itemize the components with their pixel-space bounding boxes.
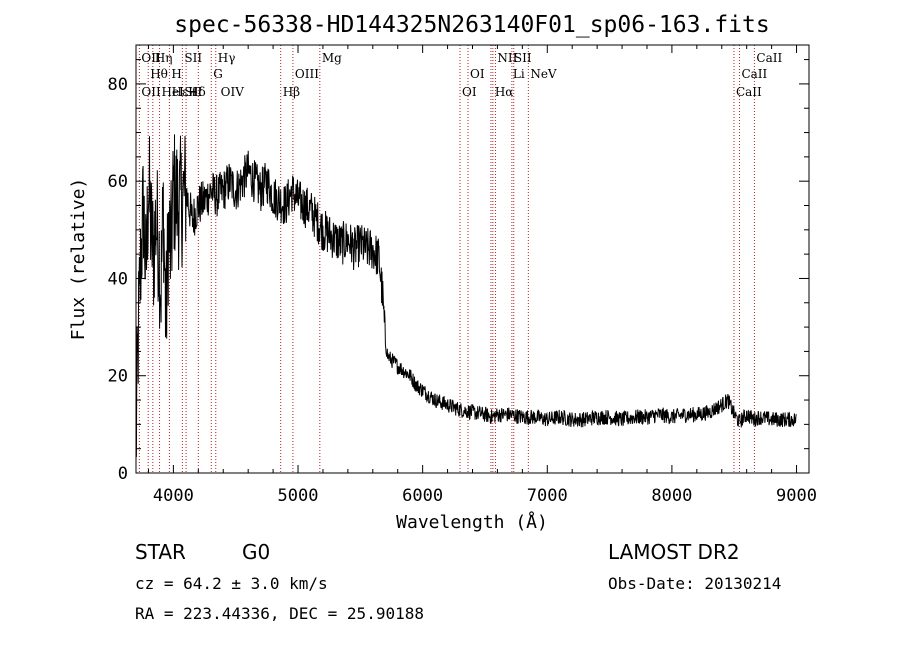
- y-tick-label: 80: [108, 75, 128, 95]
- emission-line-label: NII: [497, 51, 517, 65]
- emission-line-label: OI: [470, 67, 485, 81]
- emission-line-label: Hγ: [218, 51, 236, 65]
- emission-line-label: OII: [141, 51, 161, 65]
- y-axis-title: Flux (relative): [68, 178, 89, 341]
- emission-line-label: OII: [141, 85, 161, 99]
- x-axis-ticks: 4000 5000 6000 7000 8000 9000: [147, 45, 817, 506]
- emission-line-label: OIII: [295, 67, 319, 81]
- x-tick-label: 6000: [402, 486, 443, 506]
- emission-line-label: Hθ: [150, 67, 168, 81]
- emission-line-label: Hε+: [172, 85, 199, 99]
- redshift-text: cz = 64.2 ± 3.0 km/s: [135, 574, 328, 593]
- object-class: STAR: [135, 540, 186, 564]
- x-axis-title: Wavelength (Å): [396, 511, 548, 533]
- flux-line: [135, 134, 797, 458]
- emission-line-label: Hδ: [188, 85, 206, 99]
- emission-line-label: H: [171, 67, 181, 81]
- emission-line-label: OI: [462, 85, 477, 99]
- emission-line-label: SII: [184, 51, 202, 65]
- emission-line-label: HeI: [162, 85, 185, 99]
- emission-line-label: SII: [184, 85, 202, 99]
- x-tick-label: 5000: [278, 486, 319, 506]
- emission-line-label: NeV: [530, 67, 557, 81]
- survey-name: LAMOST DR2: [608, 540, 740, 564]
- x-tick-label: 4000: [153, 486, 194, 506]
- observation-date: Obs-Date: 20130214: [608, 574, 781, 593]
- x-tick-label: 7000: [527, 486, 568, 506]
- object-subclass: G0: [242, 540, 270, 564]
- y-tick-label: 40: [108, 269, 128, 289]
- x-tick-label: 8000: [651, 486, 692, 506]
- y-tick-label: 60: [108, 172, 128, 192]
- emission-line-label: Li: [513, 67, 525, 81]
- x-tick-label: 9000: [776, 486, 817, 506]
- emission-line-label: CaII: [741, 67, 767, 81]
- emission-line-label: OIV: [221, 85, 245, 99]
- chart-title: spec-56338-HD144325N263140F01_sp06-163.f…: [174, 12, 769, 38]
- flux-series: [135, 134, 797, 458]
- emission-line-label: Hη: [155, 51, 173, 65]
- emission-line-label: SII: [514, 51, 532, 65]
- y-tick-label: 0: [118, 464, 128, 484]
- emission-line-label: CaII: [756, 51, 782, 65]
- emission-line-label: Hβ: [283, 85, 300, 99]
- emission-line-label: Hα: [495, 85, 514, 99]
- coordinates-text: RA = 223.44336, DEC = 25.90188: [135, 604, 424, 623]
- emission-line-label: CaII: [736, 85, 762, 99]
- y-axis-ticks: 0 20 40 60 80: [108, 59, 809, 484]
- emission-line-label: Mg: [322, 51, 342, 65]
- emission-line-label: G: [213, 67, 223, 81]
- y-tick-label: 20: [108, 367, 128, 387]
